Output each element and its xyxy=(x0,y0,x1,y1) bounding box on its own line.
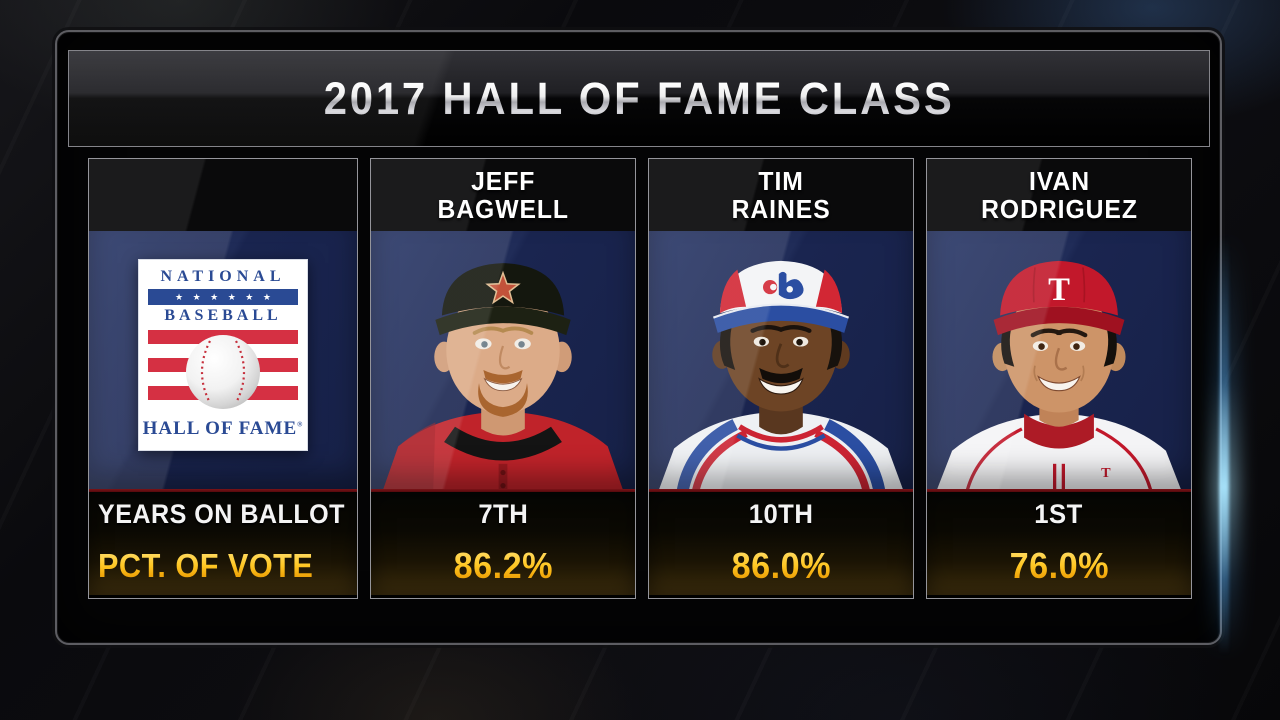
player-stats: 7TH 86.2% xyxy=(371,492,635,595)
svg-text:T: T xyxy=(1101,465,1111,481)
player-stats: 10TH 86.0% xyxy=(649,492,913,595)
years-on-ballot-row: 10TH xyxy=(649,492,913,536)
player-stats: 1ST 76.0% xyxy=(927,492,1191,595)
jeff-bagwell-portrait xyxy=(383,263,623,489)
pct-of-vote-row: 86.0% xyxy=(649,536,913,595)
hof-word-hall-of-fame: HALL OF FAME® xyxy=(142,418,304,439)
player-name-header: IVAN RODRIGUEZ xyxy=(927,159,1191,231)
astros-star-icon xyxy=(485,270,521,305)
player-column-tim-raines: TIM RAINES xyxy=(648,158,914,599)
title-bar: 2017 HALL OF FAME CLASS xyxy=(68,50,1210,147)
years-on-ballot-value: 7TH xyxy=(478,498,528,529)
years-on-ballot-label: YEARS ON BALLOT xyxy=(98,498,345,529)
years-on-ballot-value: 10TH xyxy=(748,498,814,529)
years-on-ballot-value: 1ST xyxy=(1034,498,1084,529)
player-name: TIM RAINES xyxy=(731,166,831,224)
hof-word-national: NATIONAL xyxy=(160,268,286,285)
label-stats: YEARS ON BALLOT PCT. OF VOTE xyxy=(89,492,357,595)
years-on-ballot-row: 1ST xyxy=(927,492,1191,536)
player-column-ivan-rodriguez: IVAN RODRIGUEZ xyxy=(926,158,1192,599)
pct-of-vote-label-row: PCT. OF VOTE xyxy=(89,536,357,595)
ivan-rodriguez-portrait: T T xyxy=(937,260,1181,489)
player-photo-tim-raines xyxy=(649,231,913,489)
years-on-ballot-row: 7TH xyxy=(371,492,635,536)
label-column-header xyxy=(89,159,357,231)
hall-of-fame-logo: NATIONAL ★ ★ ★ ★ ★ ★ BASEBALL xyxy=(138,259,308,451)
tim-raines-portrait xyxy=(659,260,903,489)
rangers-t-icon: T xyxy=(1048,272,1070,308)
hof-logo-panel: NATIONAL ★ ★ ★ ★ ★ ★ BASEBALL xyxy=(89,231,357,489)
hof-stripes xyxy=(148,330,298,414)
player-photo-ivan-rodriguez: T T xyxy=(927,231,1191,489)
pct-of-vote-value: 86.2% xyxy=(453,544,553,586)
pct-of-vote-label: PCT. OF VOTE xyxy=(98,546,314,584)
pct-of-vote-row: 86.2% xyxy=(371,536,635,595)
player-photo-jeff-bagwell xyxy=(371,231,635,489)
years-on-ballot-label-row: YEARS ON BALLOT xyxy=(89,492,357,536)
player-name-header: JEFF BAGWELL xyxy=(371,159,635,231)
player-name: JEFF BAGWELL xyxy=(437,166,569,224)
red-separator xyxy=(649,489,913,492)
baseball-icon xyxy=(186,335,260,409)
red-separator xyxy=(89,489,357,492)
player-name-header: TIM RAINES xyxy=(649,159,913,231)
hof-word-baseball: BASEBALL xyxy=(164,307,282,324)
pct-of-vote-value: 76.0% xyxy=(1009,544,1109,586)
page-title: 2017 HALL OF FAME CLASS xyxy=(323,72,955,124)
red-separator xyxy=(371,489,635,492)
expos-logo-icon xyxy=(763,271,804,300)
pct-of-vote-row: 76.0% xyxy=(927,536,1191,595)
player-column-jeff-bagwell: JEFF BAGWELL xyxy=(370,158,636,599)
red-separator xyxy=(927,489,1191,492)
hof-stars-icon: ★ ★ ★ ★ ★ ★ xyxy=(148,289,298,305)
player-name: IVAN RODRIGUEZ xyxy=(980,166,1138,224)
label-column: NATIONAL ★ ★ ★ ★ ★ ★ BASEBALL xyxy=(88,158,358,599)
stats-columns: NATIONAL ★ ★ ★ ★ ★ ★ BASEBALL xyxy=(88,158,1192,599)
registered-mark: ® xyxy=(297,420,304,429)
pct-of-vote-value: 86.0% xyxy=(731,544,831,586)
